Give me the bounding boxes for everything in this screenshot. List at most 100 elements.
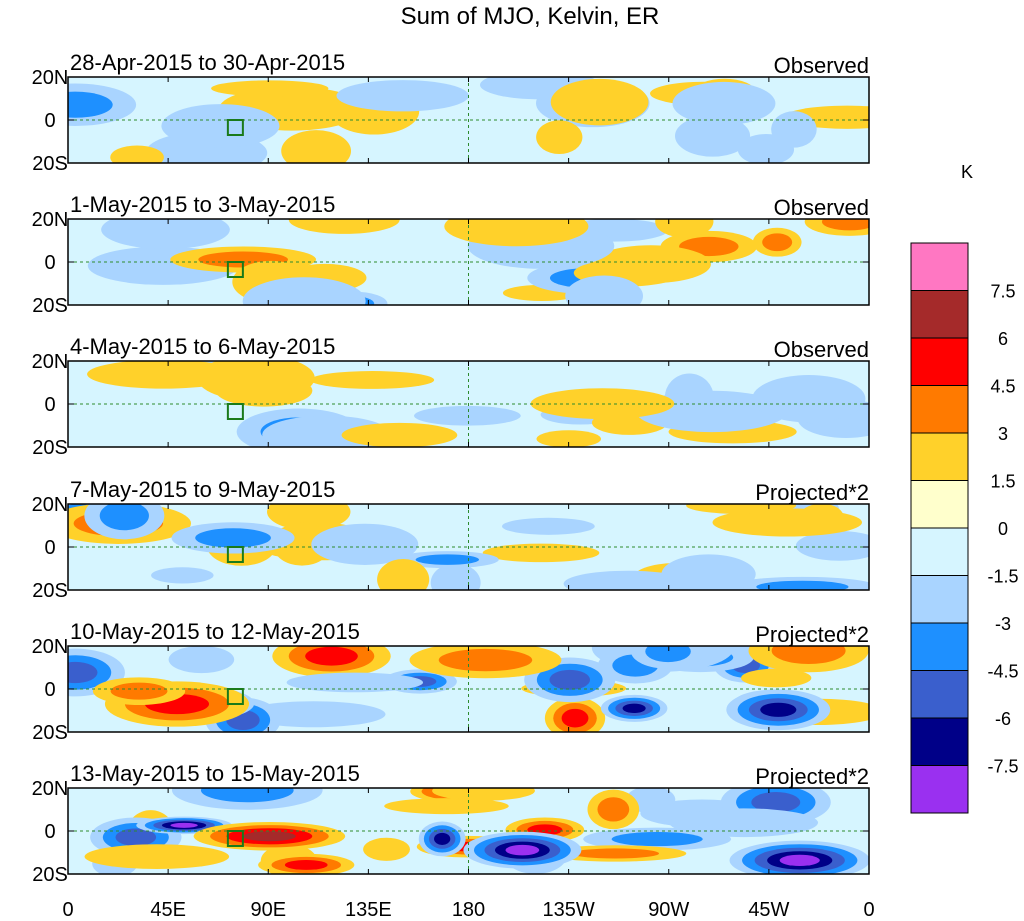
x-tick-label: 45E [150, 899, 186, 921]
field-contour [661, 554, 756, 590]
field-contour [550, 78, 649, 126]
field-contour [674, 115, 751, 157]
field-contour [242, 277, 366, 305]
field-contour [288, 219, 400, 234]
y-tick-label: 20S [32, 437, 68, 459]
x-tick-label: 135W [543, 899, 595, 921]
field-contour [760, 702, 797, 717]
y-tick-label: 20S [32, 864, 68, 886]
panel-kind: Observed [774, 53, 869, 78]
panel-2: 20N 0 20S 1-May-2015 to 3-May-2015 Observed [32, 192, 870, 317]
y-tick-label: 20S [32, 580, 68, 602]
panel-period: 1-May-2015 to 3-May-2015 [70, 192, 335, 217]
panel-1: 20N 0 20S 28-Apr-2015 to 30-Apr-2015 Observe… [32, 50, 870, 175]
colorbar-swatch [910, 575, 969, 624]
colorbar-tick-label: 3 [998, 424, 1008, 444]
field-contour [549, 669, 591, 690]
field-contour [505, 844, 540, 856]
field-contour [267, 504, 351, 531]
x-tick-label: 0 [863, 899, 874, 921]
field-contour [799, 504, 844, 532]
panel-period: 4-May-2015 to 6-May-2015 [70, 334, 335, 359]
field-contour [645, 646, 691, 663]
field-contour [536, 430, 602, 447]
anomaly-field [68, 77, 869, 163]
x-tick-label: 45W [748, 899, 789, 921]
field-contour [87, 361, 241, 389]
y-tick-label: 20N [32, 209, 69, 231]
colorbar-tick-label: 4.5 [990, 377, 1015, 397]
field-contour [243, 831, 296, 842]
field-contour [795, 530, 869, 561]
panel-kind: Projected*2 [755, 764, 869, 789]
field-contour [771, 111, 817, 148]
y-tick-label: 0 [44, 679, 55, 701]
y-tick-label: 20S [32, 153, 68, 175]
colorbar-swatch [910, 290, 969, 339]
field-contour [110, 682, 168, 700]
field-contour [669, 808, 819, 838]
colorbar-units: K [961, 162, 973, 182]
x-tick-label: 180 [452, 899, 485, 921]
field-contour [377, 558, 430, 590]
y-tick-label: 20S [32, 722, 68, 744]
field-contour [655, 219, 714, 238]
field-contour [571, 848, 659, 859]
field-contour [281, 130, 352, 163]
y-tick-label: 20N [32, 636, 69, 658]
panel-period: 13-May-2015 to 15-May-2015 [70, 761, 360, 786]
field-contour [284, 859, 328, 870]
colorbar-tick-label: 0 [998, 519, 1008, 539]
panel-4: 20N 0 20S 7-May-2015 to 9-May-2015 Projected… [32, 477, 870, 602]
y-tick-label: 20N [32, 67, 69, 89]
y-tick-label: 0 [44, 394, 55, 416]
field-contour [432, 788, 535, 801]
field-contour [821, 219, 869, 231]
region-box [226, 546, 244, 563]
colorbar-tick-label: -4.5 [987, 662, 1018, 682]
region-box [226, 403, 244, 420]
y-tick-label: 0 [44, 110, 55, 132]
x-tick-label: 135E [345, 899, 392, 921]
field-contour [68, 661, 98, 684]
field-contour [779, 854, 820, 866]
panel-3: 20N 0 20S 4-May-2015 to 6-May-2015 Observed [32, 334, 870, 459]
field-contour [99, 504, 149, 531]
field-contour [756, 580, 849, 590]
field-contour [286, 672, 424, 693]
colorbar-swatch [910, 765, 969, 814]
field-contour [434, 832, 451, 845]
field-contour [636, 390, 788, 433]
field-contour [195, 528, 271, 548]
panel-6: 20N 0 20S 13-May-2015 to 15-May-2015 Project… [32, 761, 870, 886]
field-contour [415, 554, 479, 565]
field-contour [310, 371, 435, 389]
colorbar-swatch [910, 622, 969, 671]
panel-kind: Projected*2 [755, 622, 869, 647]
field-contour [200, 788, 294, 803]
x-tick-label: 0 [62, 899, 73, 921]
chart-title: Sum of MJO, Kelvin, ER [401, 3, 660, 30]
field-contour [110, 145, 164, 163]
colorbar-swatch [910, 242, 969, 291]
panel-kind: Projected*2 [755, 480, 869, 505]
colorbar-tick-label: -7.5 [987, 757, 1018, 777]
field-contour [438, 648, 533, 672]
panel-5: 20N 0 20S 10-May-2015 to 12-May-2015 Project… [32, 619, 870, 744]
field-contour [444, 219, 589, 247]
field-contour [597, 797, 630, 822]
colorbar-swatch [910, 480, 969, 529]
region-box [226, 830, 244, 847]
field-contour [84, 844, 230, 869]
x-tick-label: 90W [648, 899, 689, 921]
colorbar-tick-label: -6 [995, 709, 1011, 729]
region-box [226, 119, 244, 136]
y-tick-label: 0 [44, 537, 55, 559]
colorbar-swatch [910, 670, 969, 719]
colorbar: 7.5 6 4.5 3 1.5 0 -1.5 -3 -4.5 -6 -7.5 [910, 242, 1019, 814]
field-contour [311, 523, 419, 565]
field-contour [341, 422, 458, 447]
field-contour [611, 832, 703, 847]
field-contour [363, 837, 410, 861]
panel-kind: Observed [774, 337, 869, 362]
